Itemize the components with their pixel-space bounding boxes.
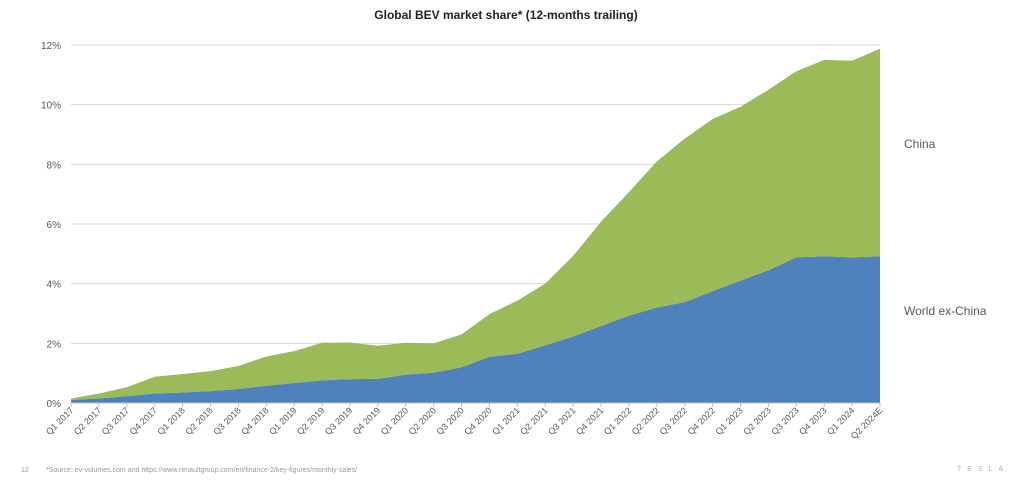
page-number: 12 [21, 467, 29, 474]
x-tick-label: Q4 2021 [574, 405, 605, 436]
x-tick-label: Q1 2022 [602, 405, 633, 436]
x-tick-label: Q3 2020 [434, 405, 465, 436]
area-world-ex-china [71, 256, 880, 403]
x-tick-label: Q2 2022 [630, 405, 661, 436]
y-tick-label: 10% [41, 101, 61, 112]
x-tick-label: Q4 2019 [351, 405, 382, 436]
x-tick-label: Q1 2023 [713, 405, 744, 436]
x-tick-label: Q4 2017 [128, 405, 159, 436]
y-tick-label: 12% [41, 41, 61, 52]
x-tick-label: Q2 2023 [741, 405, 772, 436]
source-note: *Source: ev-volumes.com and https://www.… [46, 467, 358, 474]
x-tick-label: Q3 2021 [546, 405, 577, 436]
area-china [71, 48, 880, 401]
x-tick-label: Q4 2023 [797, 405, 828, 436]
y-tick-label: 0% [47, 399, 62, 410]
x-tick-label: Q2 2021 [518, 405, 549, 436]
y-tick-label: 2% [47, 339, 62, 350]
y-tick-label: 4% [47, 280, 62, 291]
x-tick-label: Q2 2018 [183, 405, 214, 436]
x-tick-label: Q1 2019 [267, 405, 298, 436]
x-tick-label: Q1 2018 [156, 405, 187, 436]
x-tick-label: Q1 2020 [379, 405, 410, 436]
x-tick-label: Q4 2020 [462, 405, 493, 436]
y-tick-label: 8% [47, 160, 62, 171]
x-tick-label: Q2 2020 [407, 405, 438, 436]
x-tick-label: Q3 2017 [100, 405, 131, 436]
tesla-logo: TESLA [957, 466, 1010, 473]
x-tick-label: Q1 2021 [490, 405, 521, 436]
world-ex-china-series-label: World ex-China [904, 304, 987, 318]
x-tick-label: Q3 2018 [211, 405, 242, 436]
china-series-label: China [904, 137, 936, 151]
x-tick-label: Q1 2017 [44, 405, 75, 436]
x-tick-label: Q2 2017 [72, 405, 103, 436]
x-tick-label: Q4 2018 [239, 405, 270, 436]
x-tick-label: Q3 2023 [769, 405, 800, 436]
y-tick-label: 6% [47, 220, 62, 231]
stacked-areas [71, 48, 880, 403]
x-tick-label: Q4 2022 [686, 405, 717, 436]
x-tick-label: Q3 2019 [323, 405, 354, 436]
x-tick-label: Q3 2022 [658, 405, 689, 436]
chart-title: Global BEV market share* (12-months trai… [374, 8, 638, 22]
x-tick-label: Q2 2019 [295, 405, 326, 436]
